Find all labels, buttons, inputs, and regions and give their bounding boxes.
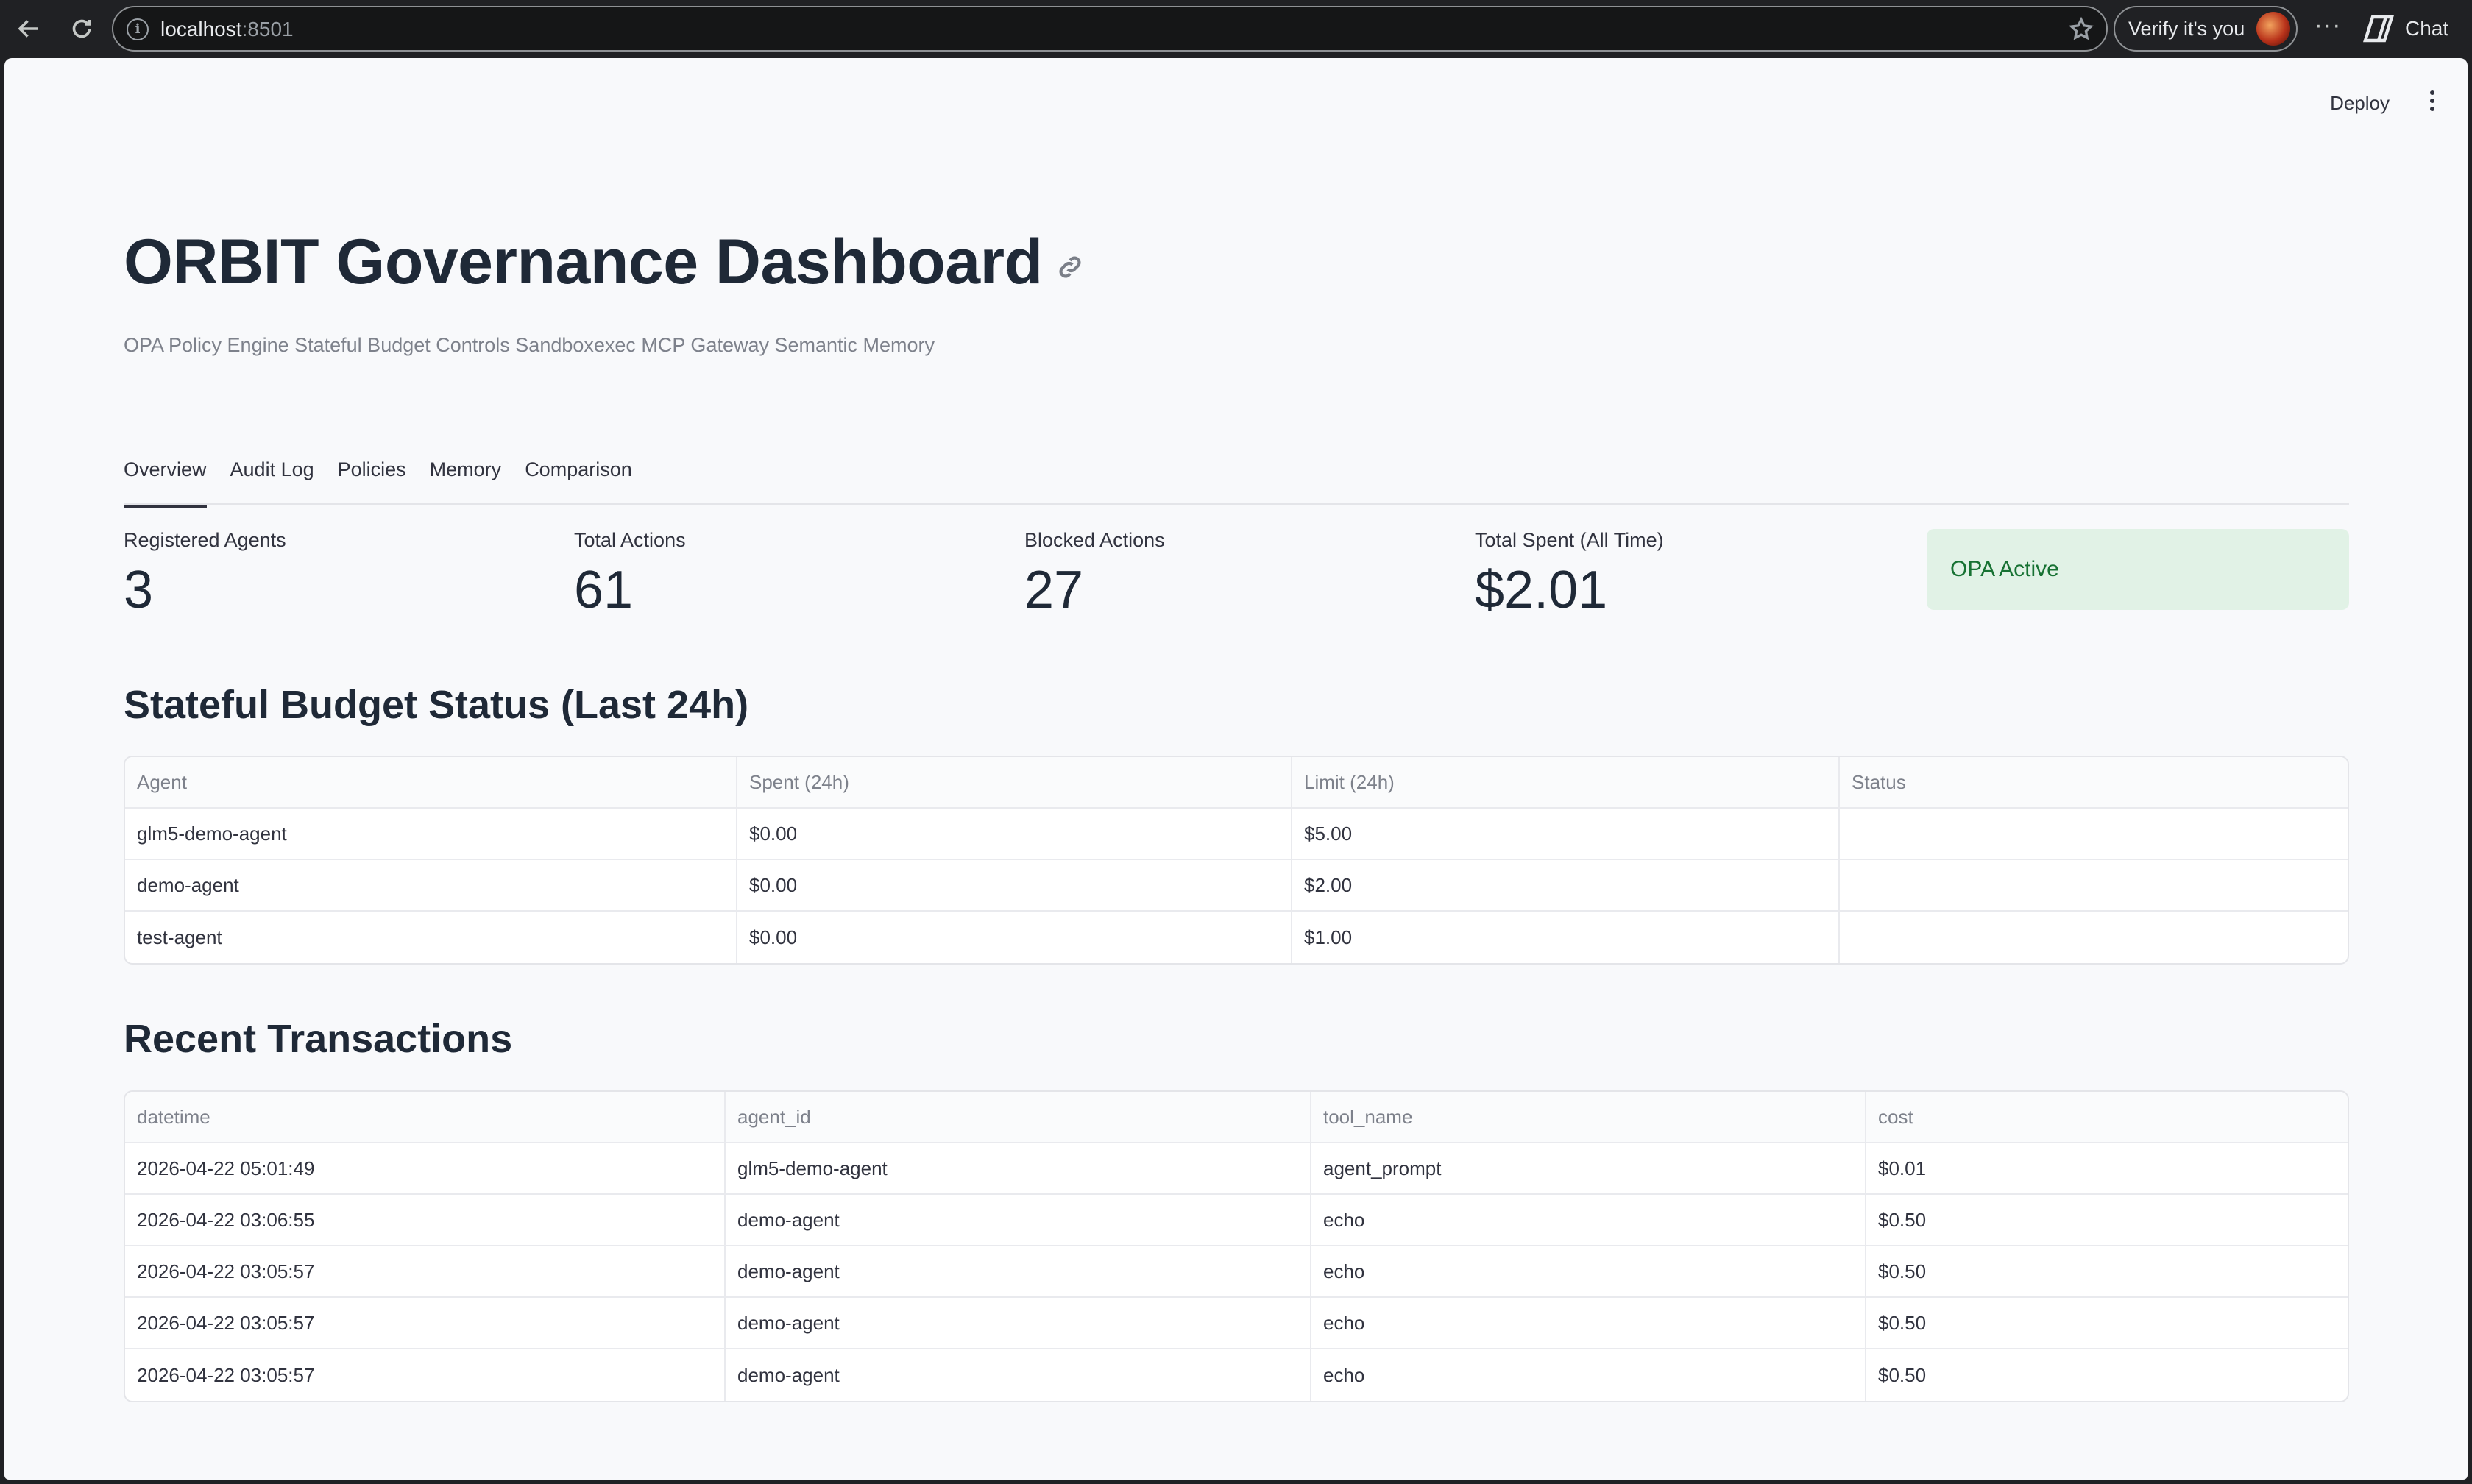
table-cell[interactable]: echo (1311, 1246, 1866, 1298)
table-row[interactable]: 2026-04-22 03:05:57 demo-agent echo $0.50 (125, 1349, 2348, 1401)
table-cell[interactable]: $1.00 (1292, 912, 1840, 963)
page-subtitle: OPA Policy Engine Stateful Budget Contro… (124, 334, 935, 356)
page-title: ORBIT Governance Dashboard (124, 227, 1043, 297)
table-header-row: Agent Spent (24h) Limit (24h) Status (125, 757, 2348, 809)
column-header[interactable]: Spent (24h) (737, 757, 1292, 809)
table-cell[interactable]: $0.50 (1866, 1298, 2348, 1349)
table-cell[interactable]: glm5-demo-agent (125, 809, 737, 860)
table-cell[interactable]: 2026-04-22 03:05:57 (125, 1298, 726, 1349)
table-cell[interactable]: test-agent (125, 912, 737, 963)
table-cell[interactable] (1840, 912, 2348, 963)
tab-memory[interactable]: Memory (429, 458, 502, 480)
table-cell[interactable]: echo (1311, 1298, 1866, 1349)
table-cell[interactable]: $0.00 (737, 860, 1292, 912)
table-row[interactable]: 2026-04-22 03:06:55 demo-agent echo $0.50 (125, 1195, 2348, 1246)
table-row[interactable]: 2026-04-22 05:01:49 glm5-demo-agent agent_… (125, 1143, 2348, 1195)
chat-label: Chat (2405, 17, 2449, 40)
transactions-heading: Recent Transactions (124, 1017, 513, 1061)
table-row[interactable]: test-agent $0.00 $1.00 (125, 912, 2348, 963)
site-info-icon[interactable]: i (127, 18, 149, 40)
table-cell[interactable]: demo-agent (726, 1298, 1311, 1349)
column-header[interactable]: Limit (24h) (1292, 757, 1840, 809)
metrics-row: Registered Agents 3 Total Actions 61 Blo… (124, 529, 2349, 617)
metric-label: Total Actions (574, 529, 686, 551)
chat-button[interactable]: Chat (2361, 10, 2464, 47)
column-header[interactable]: datetime (125, 1092, 726, 1143)
table-cell[interactable]: $0.50 (1866, 1195, 2348, 1246)
main-menu-kebab-icon[interactable] (2418, 86, 2447, 116)
column-header[interactable]: agent_id (726, 1092, 1311, 1143)
metric-total-spent: Total Spent (All Time) $2.01 (1475, 529, 1664, 617)
table-cell[interactable]: echo (1311, 1195, 1866, 1246)
app-page: Deploy ORBIT Governance Dashboard OPA Po… (4, 58, 2468, 1480)
table-cell[interactable] (1840, 860, 2348, 912)
metric-value: $2.01 (1475, 561, 1608, 619)
table-row[interactable]: 2026-04-22 03:05:57 demo-agent echo $0.50 (125, 1298, 2348, 1349)
browser-toolbar: i localhost:8501 Verify it's you ··· Cha… (0, 0, 2472, 58)
table-cell[interactable]: demo-agent (726, 1246, 1311, 1298)
table-cell[interactable]: 2026-04-22 03:06:55 (125, 1195, 726, 1246)
opa-status-badge: OPA Active (1927, 529, 2349, 610)
column-header[interactable]: Agent (125, 757, 737, 809)
table-cell[interactable]: demo-agent (125, 860, 737, 912)
table-cell[interactable]: demo-agent (726, 1349, 1311, 1401)
table-row[interactable]: demo-agent $0.00 $2.00 (125, 860, 2348, 912)
anchor-link-icon[interactable] (1056, 253, 1084, 281)
table-cell[interactable]: $0.00 (737, 809, 1292, 860)
deploy-button[interactable]: Deploy (2330, 92, 2390, 114)
verify-label: Verify it's you (2128, 17, 2245, 40)
table-cell[interactable]: 2026-04-22 03:05:57 (125, 1349, 726, 1401)
url-text: localhost:8501 (160, 18, 294, 41)
transactions-table[interactable]: datetime agent_id tool_name cost 2026-04-22… (124, 1090, 2349, 1402)
metric-blocked-actions: Blocked Actions 27 (1024, 529, 1165, 617)
metric-value: 27 (1024, 561, 1084, 619)
column-header[interactable]: Status (1840, 757, 2348, 809)
url-host: localhost (160, 18, 242, 40)
budget-heading: Stateful Budget Status (Last 24h) (124, 683, 749, 727)
table-cell[interactable]: $0.01 (1866, 1143, 2348, 1195)
table-cell[interactable]: demo-agent (726, 1195, 1311, 1246)
metric-value: 3 (124, 561, 154, 619)
address-bar[interactable]: i localhost:8501 (112, 6, 2108, 52)
reload-icon (72, 19, 91, 38)
table-cell[interactable]: echo (1311, 1349, 1866, 1401)
table-cell[interactable]: glm5-demo-agent (726, 1143, 1311, 1195)
table-cell[interactable]: $0.50 (1878, 1363, 1927, 1386)
budget-table[interactable]: Agent Spent (24h) Limit (24h) Status glm5-d… (124, 756, 2349, 965)
copilot-chat-icon (2363, 15, 2394, 43)
tab-audit-log[interactable]: Audit Log (230, 458, 314, 480)
metric-registered-agents: Registered Agents 3 (124, 529, 286, 617)
column-header[interactable]: tool_name (1311, 1092, 1866, 1143)
metric-label: Total Spent (All Time) (1475, 529, 1664, 551)
table-cell[interactable]: 2026-04-22 03:05:57 (125, 1246, 726, 1298)
table-cell[interactable]: agent_prompt (1311, 1143, 1866, 1195)
url-port: :8501 (241, 18, 294, 40)
table-cell[interactable]: $0.50 (1866, 1246, 2348, 1298)
title-row: ORBIT Governance Dashboard (124, 226, 1084, 299)
table-cell[interactable] (1840, 809, 2348, 860)
table-cell[interactable]: $0.00 (737, 912, 1292, 963)
table-cell[interactable]: $2.00 (1292, 860, 1840, 912)
more-menu-button[interactable]: ··· (2314, 11, 2342, 39)
table-row[interactable]: 2026-04-22 03:05:57 demo-agent echo $0.50 (125, 1246, 2348, 1298)
table-cell[interactable]: $5.00 (1292, 809, 1840, 860)
avatar (2256, 12, 2290, 46)
arrow-left-icon (18, 20, 38, 38)
column-header[interactable]: cost (1866, 1092, 2348, 1143)
tab-policies[interactable]: Policies (337, 458, 406, 480)
back-button[interactable] (10, 10, 47, 47)
tab-comparison[interactable]: Comparison (525, 458, 632, 480)
reload-button[interactable] (63, 10, 100, 47)
metric-value: 61 (574, 561, 634, 619)
tab-bar: Overview Audit Log Policies Memory Compa… (124, 447, 2349, 508)
metric-label: Blocked Actions (1024, 529, 1165, 551)
tab-overview[interactable]: Overview (124, 447, 207, 508)
bookmark-star-icon[interactable] (2068, 16, 2094, 43)
metric-total-actions: Total Actions 61 (574, 529, 686, 617)
table-header-row: datetime agent_id tool_name cost (125, 1092, 2348, 1143)
table-cell[interactable]: 2026-04-22 05:01:49 (125, 1143, 726, 1195)
metric-label: Registered Agents (124, 529, 286, 551)
table-row[interactable]: glm5-demo-agent $0.00 $5.00 (125, 809, 2348, 860)
verify-profile-button[interactable]: Verify it's you (2114, 6, 2298, 52)
